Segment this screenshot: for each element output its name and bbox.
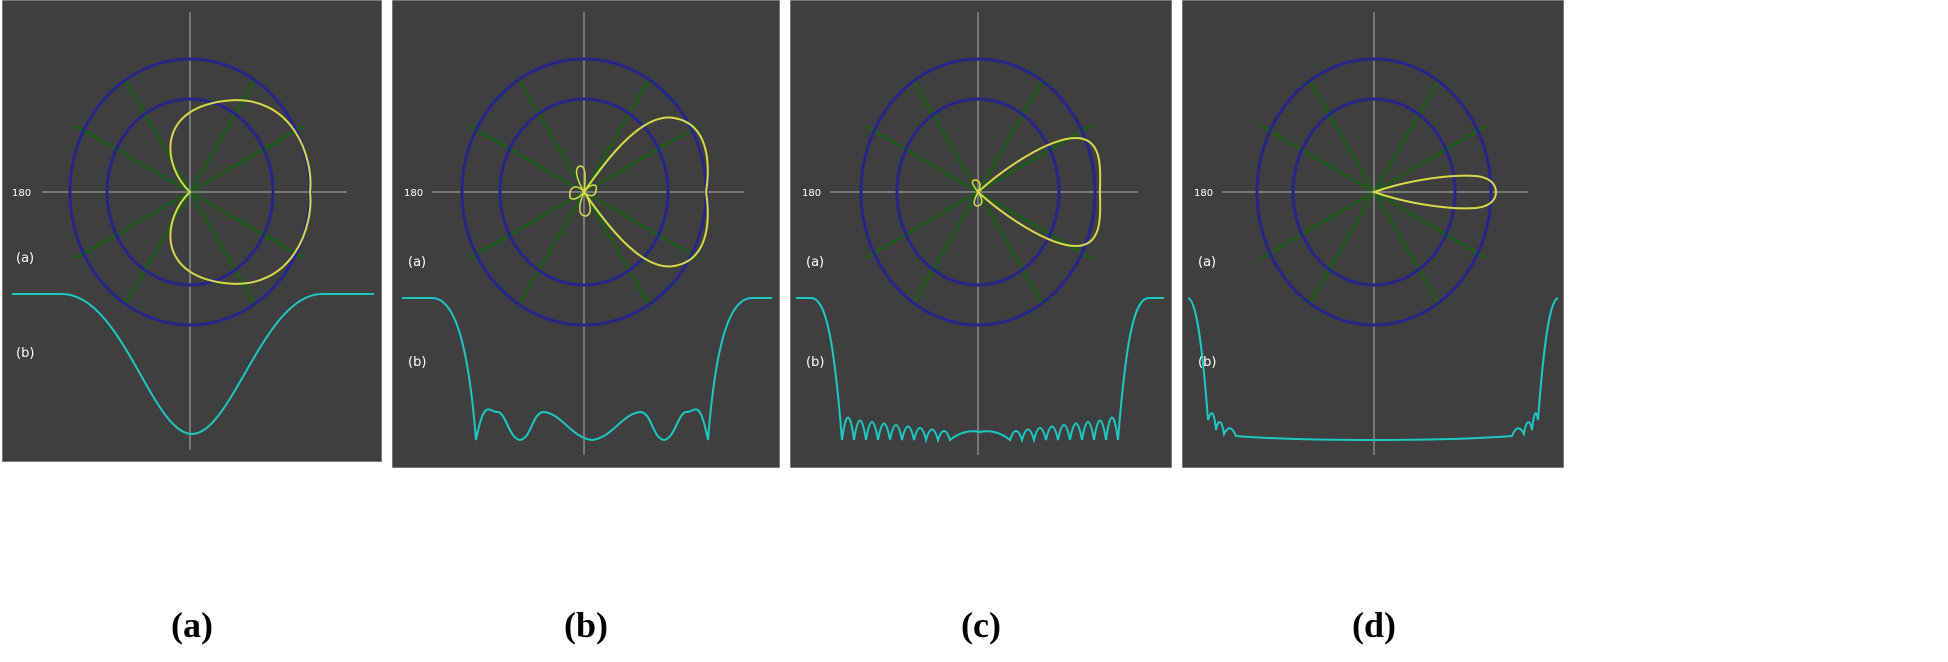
panel-a: 180 (a) (b) xyxy=(2,0,382,462)
back-lobes xyxy=(971,179,983,207)
angle-label-180: 180 xyxy=(12,188,31,199)
curve-label-b: (b) xyxy=(16,346,34,361)
inner-ring xyxy=(895,97,1061,287)
panel-b-plot: 180 (a) (b) xyxy=(392,0,780,468)
polar-spokes xyxy=(75,77,305,307)
inner-ring xyxy=(105,97,275,287)
array-factor-curve xyxy=(796,297,1164,444)
panel-b: 180 (a) (b) xyxy=(392,0,780,468)
crosshair xyxy=(830,12,1138,455)
plot-background xyxy=(790,0,1172,468)
curve-label-a: (a) xyxy=(408,255,426,270)
polar-spokes xyxy=(1261,77,1487,307)
curve-label-b: (b) xyxy=(806,355,824,370)
crosshair xyxy=(432,12,744,455)
curve-label-b: (b) xyxy=(408,355,426,370)
plot-background xyxy=(1182,0,1564,468)
radiation-pattern xyxy=(169,99,312,285)
radiation-pattern xyxy=(582,116,709,268)
angle-label-180: 180 xyxy=(1194,188,1213,199)
curve-label-a: (a) xyxy=(1198,255,1216,270)
caption-b: (b) xyxy=(564,605,608,645)
crosshair xyxy=(42,12,347,450)
inner-ring xyxy=(498,97,670,287)
polar-spokes xyxy=(469,77,699,307)
angle-label-180: 180 xyxy=(404,188,423,199)
panel-c-plot: 180 (a) (b) xyxy=(790,0,1172,468)
caption-d: (d) xyxy=(1352,605,1396,645)
inner-ring xyxy=(1291,97,1457,287)
panel-d: 180 (a) (b) xyxy=(1182,0,1564,468)
panel-a-plot: 180 (a) (b) xyxy=(2,0,382,462)
curve-label-b: (b) xyxy=(1198,355,1216,370)
curve-label-a: (a) xyxy=(16,251,34,266)
caption-c: (c) xyxy=(961,605,1001,645)
back-lobes xyxy=(568,165,598,217)
angle-label-180: 180 xyxy=(802,188,821,199)
array-factor-curve xyxy=(1187,297,1559,442)
panel-c: 180 (a) (b) xyxy=(790,0,1172,468)
panel-d-plot: 180 (a) (b) xyxy=(1182,0,1564,468)
outer-ring xyxy=(859,57,1097,327)
plot-background xyxy=(392,0,780,468)
outer-ring xyxy=(1255,57,1493,327)
caption-a: (a) xyxy=(171,605,213,645)
polar-spokes xyxy=(865,77,1091,307)
array-factor-curve xyxy=(12,293,374,436)
plot-background xyxy=(2,0,382,462)
array-factor-curve xyxy=(402,297,772,442)
radiation-pattern xyxy=(1370,174,1498,210)
radiation-pattern xyxy=(976,136,1102,248)
curve-label-a: (a) xyxy=(806,255,824,270)
